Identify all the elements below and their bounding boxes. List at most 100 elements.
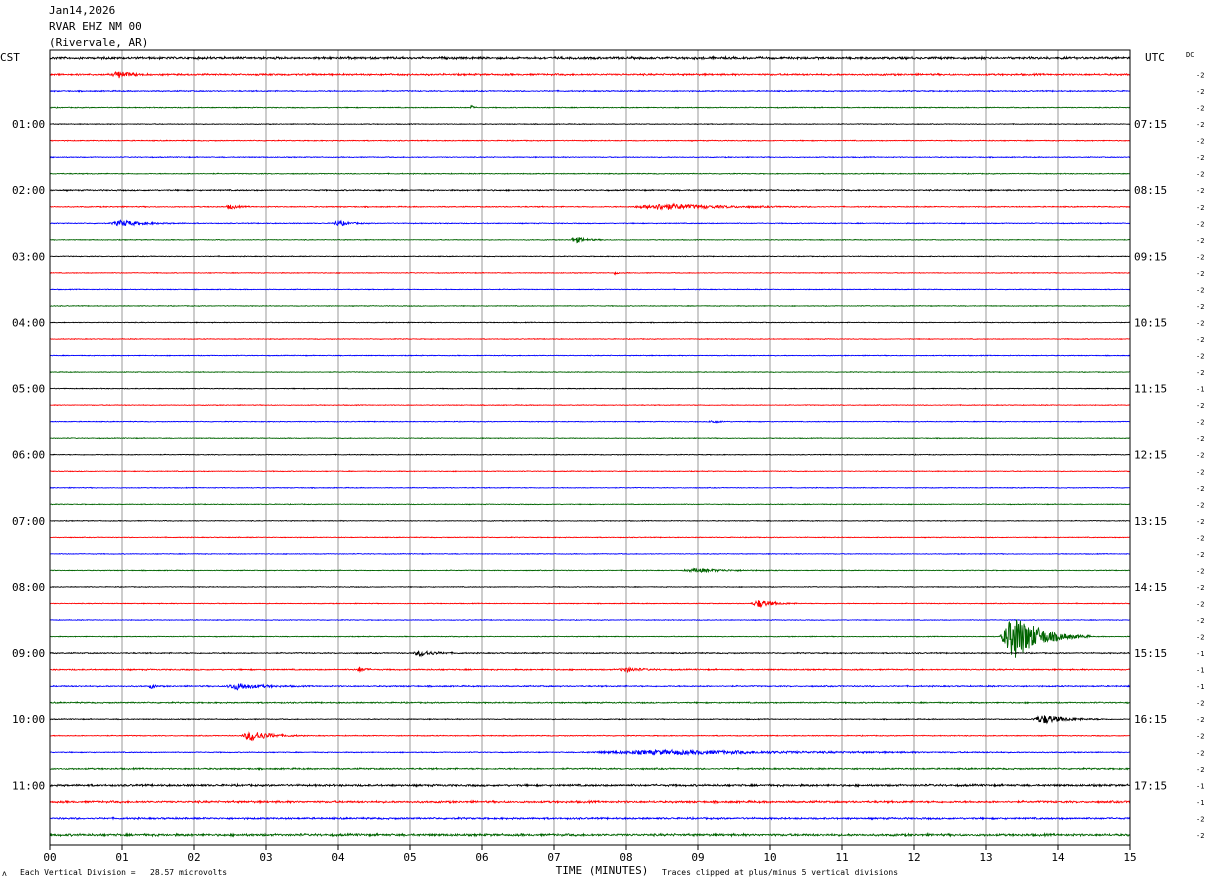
left-hour-label: 05:00 — [12, 383, 45, 396]
dc-offset-label: -2 — [1196, 534, 1204, 542]
trace-row-3 — [49, 104, 1131, 109]
dc-offset-label: -2 — [1196, 121, 1204, 129]
x-tick-label: 09 — [691, 851, 704, 864]
dc-offset-label: -2 — [1196, 336, 1204, 344]
left-hour-label: 04:00 — [12, 316, 45, 329]
left-hour-label: 09:00 — [12, 647, 45, 660]
trace-row-29 — [49, 536, 1131, 539]
right-hour-label: 07:15 — [1134, 118, 1167, 131]
dc-offset-label: -2 — [1196, 353, 1204, 361]
dc-offset-label: -2 — [1196, 567, 1204, 575]
time-labels: 00 01 02 03 04 05 06 07 08 09 10 11 12 13 14 15 CST UTC DC… — [0, 51, 1204, 864]
trace-row-46 — [49, 815, 1131, 821]
dc-offset-label: -1 — [1196, 667, 1204, 675]
minute-gridlines — [49, 50, 1131, 850]
dc-offset-label: -2 — [1196, 138, 1204, 146]
trace-row-16 — [49, 321, 1131, 324]
dc-offset-label: -2 — [1196, 419, 1204, 427]
right-hour-label: 17:15 — [1134, 779, 1167, 792]
corner-mark: ʌ — [2, 869, 7, 878]
dc-offset-label: -2 — [1196, 435, 1204, 443]
trace-row-36 — [49, 650, 1131, 658]
trace-row-45 — [49, 799, 1131, 805]
left-hour-label: 07:00 — [12, 515, 45, 528]
x-tick-label: 00 — [43, 851, 56, 864]
right-hour-label: 11:15 — [1134, 383, 1167, 396]
trace-row-41 — [49, 731, 1131, 742]
right-hour-label: 16:15 — [1134, 713, 1167, 726]
left-hour-label: 11:00 — [12, 779, 45, 792]
trace-row-14 — [49, 288, 1131, 291]
left-hour-label: 01:00 — [12, 118, 45, 131]
dc-offset-label: -2 — [1196, 766, 1204, 774]
trace-row-44 — [49, 782, 1131, 788]
trace-row-31 — [49, 567, 1131, 574]
trace-row-11 — [49, 236, 1131, 244]
dc-offset-label: -2 — [1196, 832, 1204, 840]
x-tick-label: 01 — [115, 851, 128, 864]
trace-row-1 — [49, 71, 1131, 79]
x-tick-label: 07 — [547, 851, 560, 864]
right-hour-label: 08:15 — [1134, 184, 1167, 197]
dc-offset-label: -2 — [1196, 237, 1204, 245]
right-hour-label: 09:15 — [1134, 250, 1167, 263]
trace-row-42 — [49, 748, 1131, 757]
trace-row-5 — [49, 139, 1131, 142]
trace-row-4 — [49, 122, 1131, 126]
trace-row-13 — [49, 271, 1131, 276]
dc-offset-label: -2 — [1196, 171, 1204, 179]
trace-row-17 — [49, 337, 1131, 341]
dc-offset-label: -1 — [1196, 683, 1204, 691]
x-tick-label: 14 — [1051, 851, 1065, 864]
dc-offset-label: -2 — [1196, 253, 1204, 261]
trace-row-18 — [49, 354, 1131, 357]
trace-row-20 — [49, 387, 1131, 390]
header-location: (Rivervale, AR) — [49, 36, 149, 49]
x-tick-label: 10 — [763, 851, 776, 864]
x-tick-label: 02 — [187, 851, 200, 864]
x-tick-label: 11 — [835, 851, 848, 864]
dc-offset-label: -2 — [1196, 700, 1204, 708]
trace-row-33 — [49, 599, 1131, 609]
dc-offset-label: -2 — [1196, 88, 1204, 96]
right-hour-label: 12:15 — [1134, 449, 1167, 462]
trace-row-30 — [49, 552, 1131, 556]
dc-offset-label: -2 — [1196, 303, 1204, 311]
plot-frame — [49, 49, 1131, 846]
dc-offset-label: -2 — [1196, 584, 1204, 592]
trace-row-25 — [49, 470, 1131, 473]
x-tick-label: 15 — [1123, 851, 1136, 864]
dc-offset-label: -2 — [1196, 551, 1204, 559]
left-timezone-label: CST — [0, 51, 20, 64]
trace-row-8 — [49, 188, 1131, 192]
right-hour-label: 14:15 — [1134, 581, 1167, 594]
dc-offset-label: -2 — [1196, 749, 1204, 757]
scale-note: Each Vertical Division = 28.57 microvolt… — [20, 868, 228, 877]
x-axis-label: TIME (MINUTES) — [556, 864, 649, 877]
right-timezone-label: UTC — [1145, 51, 1165, 64]
x-tick-label: 04 — [331, 851, 345, 864]
dc-offset-label: -1 — [1196, 650, 1204, 658]
x-tick-label: 05 — [403, 851, 416, 864]
trace-row-6 — [49, 155, 1131, 159]
left-hour-label: 06:00 — [12, 449, 45, 462]
seismic-traces — [49, 54, 1131, 838]
x-tick-label: 13 — [979, 851, 992, 864]
dc-offset-label: -2 — [1196, 402, 1204, 410]
dc-offset-label: -2 — [1196, 204, 1204, 212]
dc-label: DC — [1186, 51, 1194, 59]
trace-row-34 — [49, 618, 1131, 622]
dc-offset-label: -2 — [1196, 154, 1204, 162]
clip-note: Traces clipped at plus/minus 5 vertical … — [662, 868, 899, 877]
trace-row-19 — [49, 370, 1131, 374]
trace-row-2 — [49, 89, 1131, 93]
header-date: Jan14,2026 — [49, 4, 116, 17]
dc-offset-label: -2 — [1196, 452, 1204, 460]
trace-row-10 — [49, 219, 1131, 227]
right-hour-label: 13:15 — [1134, 515, 1167, 528]
dc-offset-label: -2 — [1196, 220, 1204, 228]
dc-offset-label: -2 — [1196, 485, 1204, 493]
left-hour-label: 08:00 — [12, 581, 45, 594]
dc-offset-label: -1 — [1196, 386, 1204, 394]
